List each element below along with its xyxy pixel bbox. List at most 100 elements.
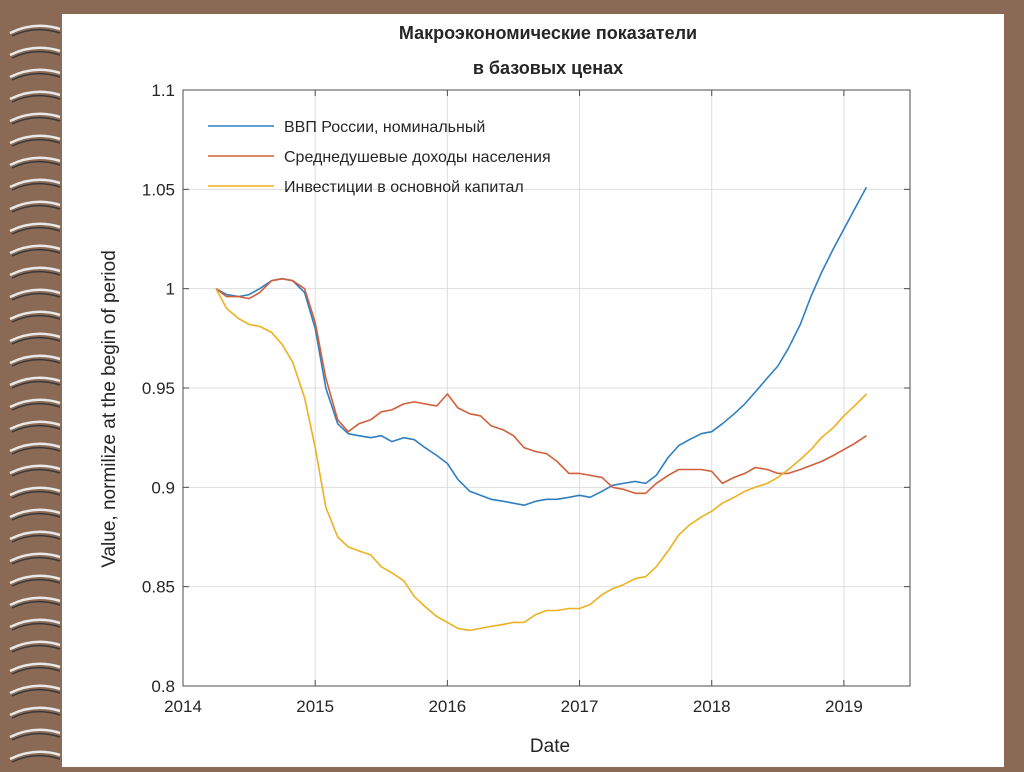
x-tick-label: 2014 <box>164 697 202 716</box>
x-tick-label: 2016 <box>428 697 466 716</box>
spiral-coil <box>9 266 61 277</box>
spiral-coil <box>9 486 61 497</box>
spiral-coil-shadow <box>11 116 61 125</box>
spiral-coil <box>9 156 61 167</box>
x-tick-label: 2019 <box>825 697 863 716</box>
spiral-coil-shadow <box>11 270 61 279</box>
spiral-coil-shadow <box>11 358 61 367</box>
spiral-coil <box>9 112 61 123</box>
series-line-1 <box>215 186 868 506</box>
line-chart: Макроэкономические показатели в базовых … <box>99 23 911 757</box>
y-tick-label: 0.9 <box>151 478 175 497</box>
spiral-coil-shadow <box>11 402 61 411</box>
spiral-coil-shadow <box>11 446 61 455</box>
spiral-coil <box>9 398 61 409</box>
y-axis: 0.8 0.85 0.9 0.95 1 1.05 1.1 <box>142 81 910 696</box>
spiral-coil <box>9 530 61 541</box>
spiral-coil <box>9 134 61 145</box>
slide-page: Макроэкономические показатели в базовых … <box>62 14 1004 767</box>
spiral-coil-shadow <box>11 424 61 433</box>
spiral-coil <box>9 750 61 761</box>
spiral-coil-shadow <box>11 754 61 763</box>
spiral-coil-shadow <box>11 512 61 521</box>
x-axis: 2014 2015 2016 2017 2018 2019 <box>164 90 863 716</box>
spiral-coil <box>9 24 61 35</box>
x-tick-label: 2018 <box>693 697 731 716</box>
spiral-binding-icon <box>9 24 61 763</box>
series-lines <box>215 186 868 632</box>
spiral-coil <box>9 354 61 365</box>
spiral-coil-shadow <box>11 336 61 345</box>
spiral-coil-shadow <box>11 28 61 37</box>
y-tick-label: 0.85 <box>142 578 175 597</box>
spiral-coil <box>9 310 61 321</box>
spiral-coil <box>9 596 61 607</box>
spiral-coil <box>9 200 61 211</box>
legend-label-2: Среднедушевые доходы населения <box>284 149 551 166</box>
y-tick-label: 0.95 <box>142 379 175 398</box>
spiral-coil <box>9 508 61 519</box>
x-tick-label: 2017 <box>561 697 599 716</box>
spiral-coil <box>9 618 61 629</box>
spiral-coil-shadow <box>11 666 61 675</box>
spiral-coil-shadow <box>11 688 61 697</box>
spiral-coil <box>9 728 61 739</box>
spiral-coil-shadow <box>11 644 61 653</box>
spiral-coil <box>9 178 61 189</box>
y-tick-label: 0.8 <box>151 677 175 696</box>
spiral-coil <box>9 46 61 57</box>
spiral-coil <box>9 640 61 651</box>
y-tick-label: 1 <box>166 280 175 299</box>
spiral-coil-shadow <box>11 732 61 741</box>
spiral-coil <box>9 68 61 79</box>
spiral-coil-shadow <box>11 314 61 323</box>
spiral-coil <box>9 662 61 673</box>
spiral-coil-shadow <box>11 94 61 103</box>
spiral-coil <box>9 442 61 453</box>
spiral-coil-shadow <box>11 204 61 213</box>
spiral-coil-shadow <box>11 182 61 191</box>
spiral-coil <box>9 420 61 431</box>
chart-title-line-1: Макроэкономические показатели <box>399 23 697 43</box>
spiral-coil-shadow <box>11 292 61 301</box>
spiral-coil-shadow <box>11 490 61 499</box>
spiral-coil-shadow <box>11 710 61 719</box>
spiral-coil <box>9 244 61 255</box>
spiral-coil-shadow <box>11 248 61 257</box>
spiral-coil <box>9 288 61 299</box>
legend: ВВП России, номинальный Среднедушевые дох… <box>208 119 551 196</box>
spiral-coil <box>9 684 61 695</box>
legend-label-3: Инвестиции в основной капитал <box>284 179 524 196</box>
spiral-coil-shadow <box>11 600 61 609</box>
y-tick-label: 1.05 <box>142 180 175 199</box>
spiral-coil-shadow <box>11 226 61 235</box>
spiral-coil-shadow <box>11 160 61 169</box>
spiral-coil <box>9 376 61 387</box>
spiral-coil-shadow <box>11 468 61 477</box>
spiral-coil <box>9 574 61 585</box>
chart-title-line-2: в базовых ценах <box>473 58 623 78</box>
series-line-2 <box>215 277 867 495</box>
y-tick-label: 1.1 <box>151 81 175 100</box>
spiral-coil <box>9 90 61 101</box>
spiral-coil <box>9 222 61 233</box>
spiral-coil <box>9 706 61 717</box>
spiral-coil <box>9 552 61 563</box>
y-axis-label: Value, normilize at the begin of period <box>99 250 120 568</box>
legend-label-1: ВВП России, номинальный <box>284 119 485 136</box>
spiral-coil-shadow <box>11 138 61 147</box>
spiral-coil-shadow <box>11 622 61 631</box>
spiral-coil-shadow <box>11 50 61 59</box>
frame-right-edge <box>1004 0 1024 767</box>
spiral-binding <box>0 0 62 767</box>
x-tick-label: 2015 <box>296 697 334 716</box>
spiral-coil-shadow <box>11 556 61 565</box>
spiral-coil-shadow <box>11 72 61 81</box>
spiral-coil <box>9 332 61 343</box>
spiral-coil-shadow <box>11 578 61 587</box>
spiral-coil-shadow <box>11 534 61 543</box>
series-line-3 <box>215 288 867 632</box>
spiral-coil <box>9 464 61 475</box>
x-axis-label: Date <box>530 736 570 757</box>
spiral-coil-shadow <box>11 380 61 389</box>
